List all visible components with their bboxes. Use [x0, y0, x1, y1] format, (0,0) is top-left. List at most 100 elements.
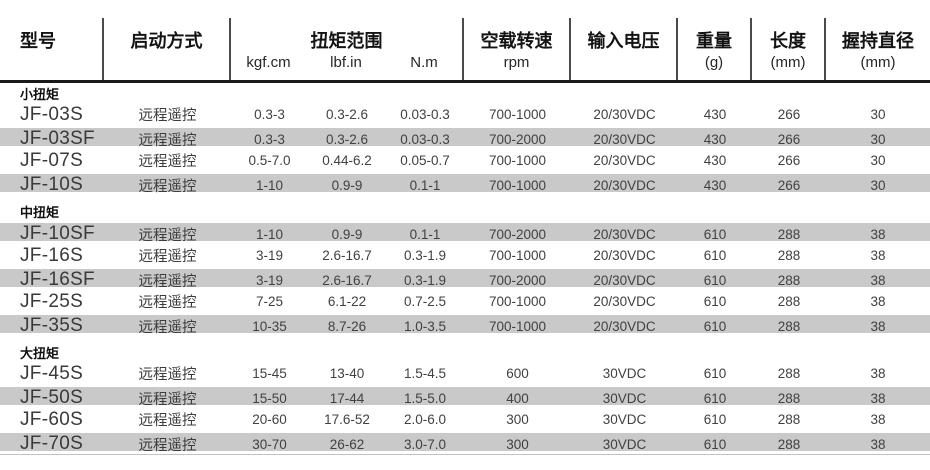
cell-voltage: 30VDC: [602, 412, 647, 427]
cell-torque-lbfin: 0.9-9: [331, 226, 363, 242]
col-header-weight: 重量 (g): [678, 18, 752, 80]
cell-model: JF-16SF: [20, 269, 95, 290]
cell-torque-kgfcm: 20-60: [252, 412, 287, 427]
cell-torque-lbfin: 13-40: [329, 366, 365, 381]
cell-length: 288: [777, 226, 801, 242]
cell-length: 288: [777, 248, 801, 263]
cell-torque-nm: 0.03-0.3: [400, 107, 450, 122]
cell-grip: 38: [870, 390, 886, 406]
col-header-no-load-speed: 空载转速 rpm: [464, 18, 571, 80]
cell-rpm: 700-1000: [488, 153, 547, 168]
cell-torque-nm: 0.1-1: [409, 177, 441, 193]
cell-start-mode: 远程遥控: [138, 273, 197, 290]
cell-grip: 38: [870, 226, 886, 242]
cell-start-mode: 远程遥控: [138, 227, 197, 244]
cell-start-mode: 远程遥控: [138, 132, 197, 149]
cell-model: JF-25S: [20, 290, 84, 312]
cell-grip: 38: [870, 272, 886, 288]
cell-weight: 610: [703, 436, 727, 452]
cell-grip: 30: [870, 153, 886, 168]
cell-length: 288: [777, 390, 801, 406]
cell-model: JF-10SF: [20, 223, 95, 244]
col-header-input-voltage: 输入电压: [571, 18, 678, 80]
col-header-length: 长度 (mm): [752, 18, 826, 80]
cell-voltage: 30VDC: [602, 436, 647, 452]
torque-unit-nm: N.m: [410, 54, 438, 71]
cell-torque-kgfcm: 10-35: [252, 318, 287, 334]
weight-unit: (g): [704, 54, 724, 71]
cell-model: JF-60S: [20, 408, 84, 430]
cell-torque-nm: 0.3-1.9: [403, 248, 447, 263]
group-small-torque: 小扭矩 JF-03S 远程遥控 0.3-3 0.3-2.6 0.03-0.3 7…: [0, 83, 930, 195]
table-row: JF-35S 远程遥控 10-35 8.7-26 1.0-3.5 700-100…: [0, 313, 930, 336]
cell-weight: 610: [703, 390, 727, 406]
cell-model: JF-35S: [20, 315, 84, 336]
cell-torque-nm: 0.3-1.9: [403, 272, 447, 288]
cell-torque-lbfin: 0.44-6.2: [322, 153, 372, 168]
cell-voltage: 20/30VDC: [593, 318, 656, 334]
cell-torque-kgfcm: 3-19: [255, 272, 284, 288]
cell-rpm: 700-1000: [488, 318, 547, 334]
group-medium-torque: 中扭矩 JF-10SF 远程遥控 1-10 0.9-9 0.1-1 700-20…: [0, 201, 930, 336]
table-row: JF-16SF 远程遥控 3-19 2.6-16.7 0.3-1.9 700-2…: [0, 267, 930, 290]
cell-start-mode: 远程遥控: [138, 178, 197, 195]
cell-torque-nm: 0.7-2.5: [403, 294, 447, 309]
cell-weight: 610: [703, 366, 727, 381]
cell-length: 288: [777, 436, 801, 452]
cell-start-mode: 远程遥控: [138, 437, 197, 454]
cell-torque-nm: 0.1-1: [409, 226, 441, 242]
cell-weight: 610: [703, 294, 727, 309]
cell-weight: 430: [703, 131, 727, 147]
cell-rpm: 700-2000: [488, 131, 547, 147]
cell-torque-lbfin: 2.6-16.7: [322, 272, 372, 288]
cell-torque-kgfcm: 1-10: [255, 177, 284, 193]
cell-length: 288: [777, 272, 801, 288]
col-header-start-mode: 启动方式: [104, 18, 231, 80]
cell-rpm: 400: [506, 390, 529, 406]
cell-rpm: 600: [506, 366, 529, 381]
cell-voltage: 20/30VDC: [593, 153, 656, 168]
cell-start-mode: 远程遥控: [138, 319, 197, 336]
cell-voltage: 20/30VDC: [593, 248, 656, 263]
cell-weight: 610: [703, 272, 727, 288]
cell-torque-kgfcm: 0.3-3: [254, 131, 285, 147]
cell-rpm: 300: [506, 436, 529, 452]
cell-start-mode: 远程遥控: [138, 413, 197, 429]
torque-unit-lbfin: lbf.in: [330, 54, 362, 71]
cell-voltage: 20/30VDC: [593, 226, 656, 242]
cell-model: JF-50S: [20, 387, 84, 408]
table-row: JF-16S 远程遥控 3-19 2.6-16.7 0.3-1.9 700-10…: [0, 244, 930, 267]
cell-length: 266: [777, 153, 801, 168]
cell-weight: 430: [703, 153, 727, 168]
table-row: JF-03SF 远程遥控 0.3-3 0.3-2.6 0.03-0.3 700-…: [0, 126, 930, 149]
cell-torque-kgfcm: 7-25: [255, 294, 284, 309]
cell-rpm: 700-2000: [488, 272, 547, 288]
cell-rpm: 700-1000: [488, 107, 547, 122]
table-row: JF-25S 远程遥控 7-25 6.1-22 0.7-2.5 700-1000…: [0, 290, 930, 313]
cell-torque-lbfin: 0.3-2.6: [325, 131, 369, 147]
cell-torque-nm: 3.0-7.0: [403, 436, 447, 452]
length-unit: (mm): [770, 54, 806, 71]
cell-model: JF-10S: [20, 174, 84, 195]
cell-torque-kgfcm: 3-19: [255, 248, 284, 263]
table-row: JF-03S 远程遥控 0.3-3 0.3-2.6 0.03-0.3 700-1…: [0, 103, 930, 126]
cell-torque-kgfcm: 0.3-3: [254, 107, 285, 122]
cell-torque-kgfcm: 0.5-7.0: [248, 153, 291, 168]
cell-length: 266: [777, 177, 801, 193]
cell-voltage: 30VDC: [602, 390, 647, 406]
cell-weight: 610: [703, 412, 727, 427]
cell-model: JF-16S: [20, 244, 84, 266]
cell-torque-nm: 1.5-4.5: [403, 366, 447, 381]
cell-grip: 38: [870, 318, 886, 334]
cell-voltage: 20/30VDC: [593, 131, 656, 147]
cell-grip: 30: [870, 107, 886, 122]
cell-voltage: 30VDC: [602, 366, 647, 381]
cell-torque-nm: 2.0-6.0: [403, 412, 447, 427]
table-bottom-rule: [0, 454, 930, 455]
cell-grip: 30: [870, 177, 886, 193]
cell-torque-nm: 0.05-0.7: [400, 153, 450, 168]
cell-weight: 430: [703, 107, 727, 122]
cell-grip: 38: [870, 436, 886, 452]
cell-model: JF-07S: [20, 149, 84, 171]
